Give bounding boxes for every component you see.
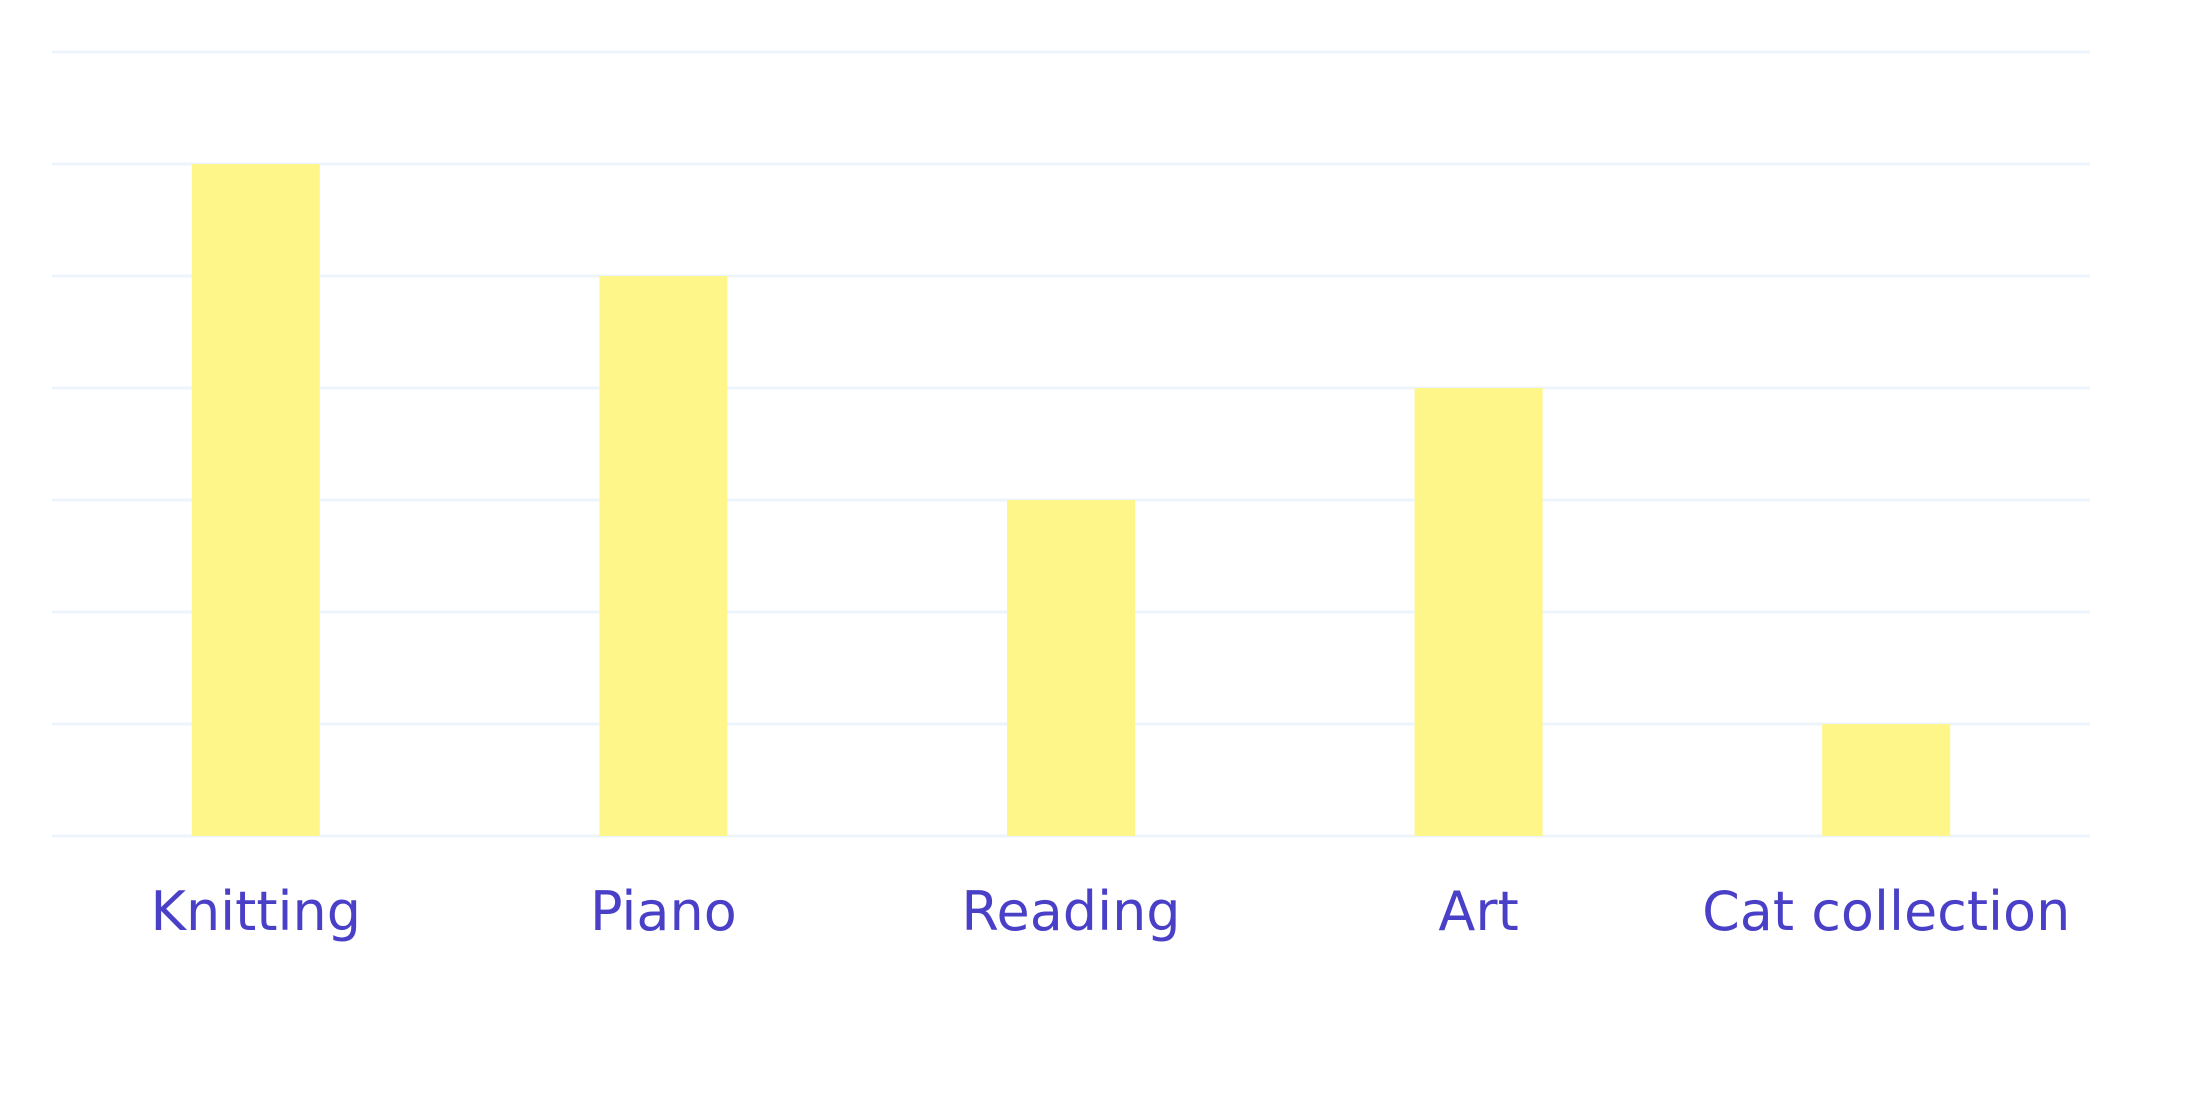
x-tick-label: Reading — [961, 880, 1180, 943]
x-tick-label: Knitting — [151, 880, 362, 943]
x-tick-label: Art — [1438, 880, 1518, 943]
bar-knitting — [191, 164, 320, 836]
x-tick-label: Cat collection — [1702, 880, 2070, 943]
bar-reading — [1007, 500, 1135, 836]
bar-art — [1414, 388, 1543, 836]
bar-cat-collection — [1822, 724, 1951, 836]
x-tick-label: Piano — [590, 880, 737, 943]
category-labels: Knitting Piano Reading Art Cat collection — [151, 880, 2071, 943]
bars — [191, 164, 1951, 836]
bar-piano — [599, 276, 728, 836]
